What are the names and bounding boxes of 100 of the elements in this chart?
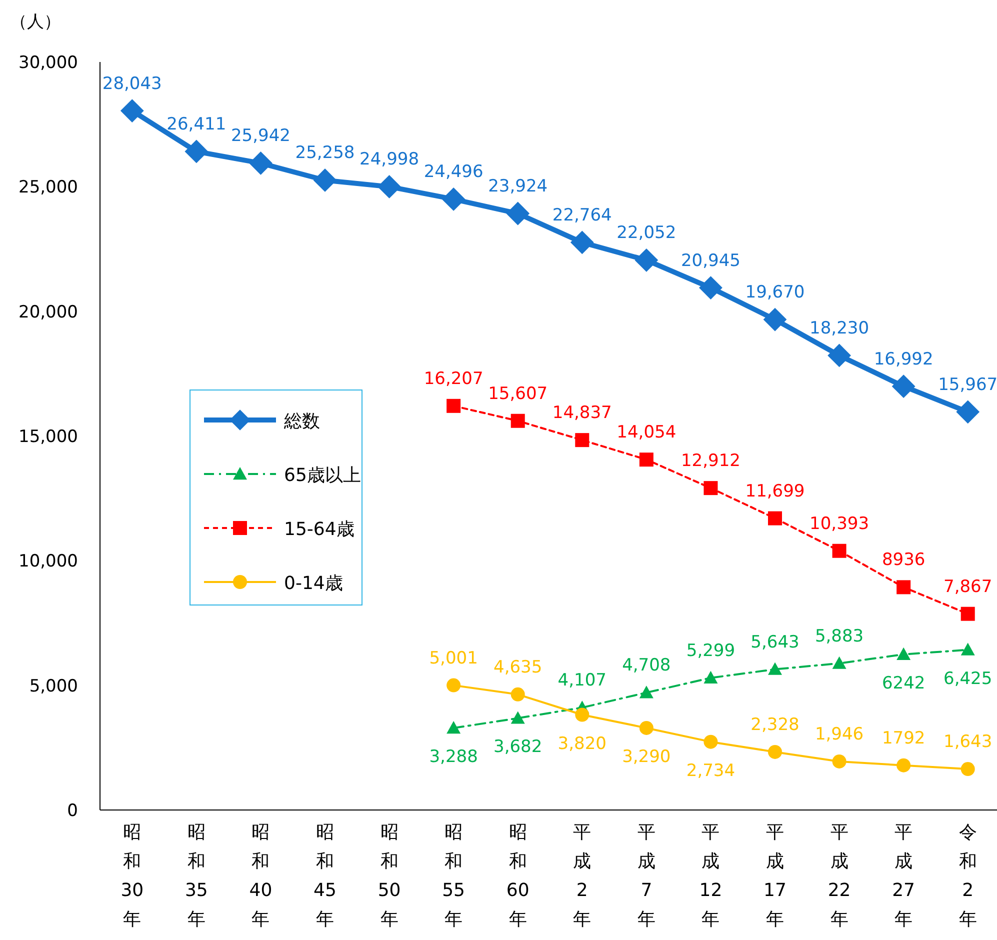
data-label: 5,883 — [814, 626, 864, 646]
point — [442, 188, 466, 211]
point — [249, 151, 272, 175]
x-tick-label: 昭和60年 — [506, 822, 530, 930]
point — [634, 248, 658, 272]
legend-label: 0-14歳 — [284, 573, 343, 594]
point — [956, 400, 980, 424]
x-tick-label: 昭和35年 — [184, 822, 208, 930]
data-label: 8936 — [882, 550, 926, 570]
point — [313, 168, 337, 192]
legend-label: 総数 — [283, 411, 320, 432]
point — [699, 276, 722, 300]
point — [446, 678, 461, 692]
point — [832, 544, 846, 558]
x-tick-label: 令和2年 — [958, 822, 977, 930]
y-tick-label: 5,000 — [29, 676, 78, 696]
y-tick-label: 30,000 — [18, 53, 78, 73]
data-label: 16,207 — [424, 368, 484, 389]
y-tick-label: 20,000 — [18, 302, 78, 322]
x-tick-label: 昭和45年 — [314, 822, 336, 930]
data-label: 4,107 — [558, 670, 606, 691]
data-label: 15,607 — [488, 384, 548, 404]
point — [960, 606, 975, 621]
x-tick-label: 平成27年 — [892, 822, 916, 930]
y-tick-label: 25,000 — [18, 178, 78, 198]
x-tick-label: 平成12年 — [699, 822, 722, 930]
data-label: 4,708 — [622, 656, 671, 676]
point — [184, 140, 208, 164]
data-label: 20,945 — [680, 250, 740, 271]
point — [510, 414, 525, 428]
point — [768, 662, 782, 675]
data-label: 5,001 — [429, 648, 478, 668]
point — [960, 762, 975, 776]
data-label: 3,288 — [429, 747, 478, 768]
point — [704, 734, 718, 749]
data-label: 2,328 — [750, 714, 800, 735]
data-label: 24,496 — [424, 162, 484, 182]
x-tick-label: 平成7年 — [637, 822, 656, 930]
data-label: 19,670 — [745, 282, 805, 303]
x-tick-label: 平成17年 — [764, 822, 786, 930]
data-label: 3,682 — [494, 737, 542, 758]
x-tick-label: 平成22年 — [828, 822, 851, 930]
data-label: 10,393 — [810, 514, 870, 534]
point — [828, 344, 851, 368]
point — [570, 230, 594, 254]
point — [896, 580, 911, 594]
data-label: 14,054 — [616, 422, 676, 443]
data-label: 1,946 — [814, 724, 864, 744]
data-label: 11,699 — [745, 481, 805, 502]
data-label: 7,867 — [944, 576, 992, 597]
point — [704, 670, 718, 684]
data-label: 5,299 — [686, 640, 736, 661]
y-axis-title: （人） — [10, 12, 61, 32]
point — [892, 374, 916, 398]
point — [510, 711, 525, 724]
data-label: 14,837 — [552, 403, 612, 424]
data-label: 12,912 — [680, 451, 740, 472]
data-label: 23,924 — [488, 176, 548, 196]
point — [704, 481, 718, 496]
data-label: 6242 — [882, 673, 926, 694]
legend-label: 65歳以上 — [284, 465, 361, 486]
x-tick-label: 昭和40年 — [249, 822, 272, 930]
data-label: 5,643 — [750, 632, 800, 652]
y-tick-label: 15,000 — [18, 427, 78, 447]
data-label: 3,820 — [558, 734, 606, 754]
point — [575, 433, 590, 448]
data-label: 4,635 — [494, 657, 542, 678]
data-label: 16,992 — [874, 349, 934, 370]
point — [639, 686, 654, 698]
point — [896, 647, 911, 660]
data-label: 28,043 — [102, 74, 162, 94]
data-label: 18,230 — [810, 318, 870, 338]
x-tick-label: 昭和55年 — [442, 822, 466, 930]
data-label: 2,734 — [686, 760, 736, 781]
point — [506, 202, 530, 226]
data-label: 26,411 — [166, 114, 226, 134]
legend-label: 15-64歳 — [284, 519, 354, 540]
data-label: 24,998 — [360, 150, 420, 170]
x-tick-label: 平成2年 — [573, 822, 592, 930]
y-tick-label: 10,000 — [18, 552, 78, 572]
point — [832, 656, 846, 669]
point — [446, 398, 461, 413]
x-tick-label: 昭和30年 — [120, 822, 144, 930]
data-label: 15,967 — [938, 374, 997, 395]
point — [832, 754, 846, 768]
data-label: 1,643 — [944, 732, 992, 752]
data-label: 25,258 — [295, 143, 355, 164]
point — [763, 308, 787, 332]
data-label: 22,052 — [616, 223, 676, 244]
data-label: 1792 — [882, 728, 926, 748]
point — [896, 758, 911, 772]
data-label: 3,290 — [622, 746, 671, 767]
point — [510, 687, 525, 702]
data-label: 22,764 — [552, 205, 612, 226]
point — [378, 175, 401, 198]
point — [960, 642, 975, 656]
data-label: 6,425 — [944, 668, 992, 689]
point — [768, 511, 782, 526]
data-label: 25,942 — [230, 126, 290, 146]
point — [768, 744, 782, 759]
